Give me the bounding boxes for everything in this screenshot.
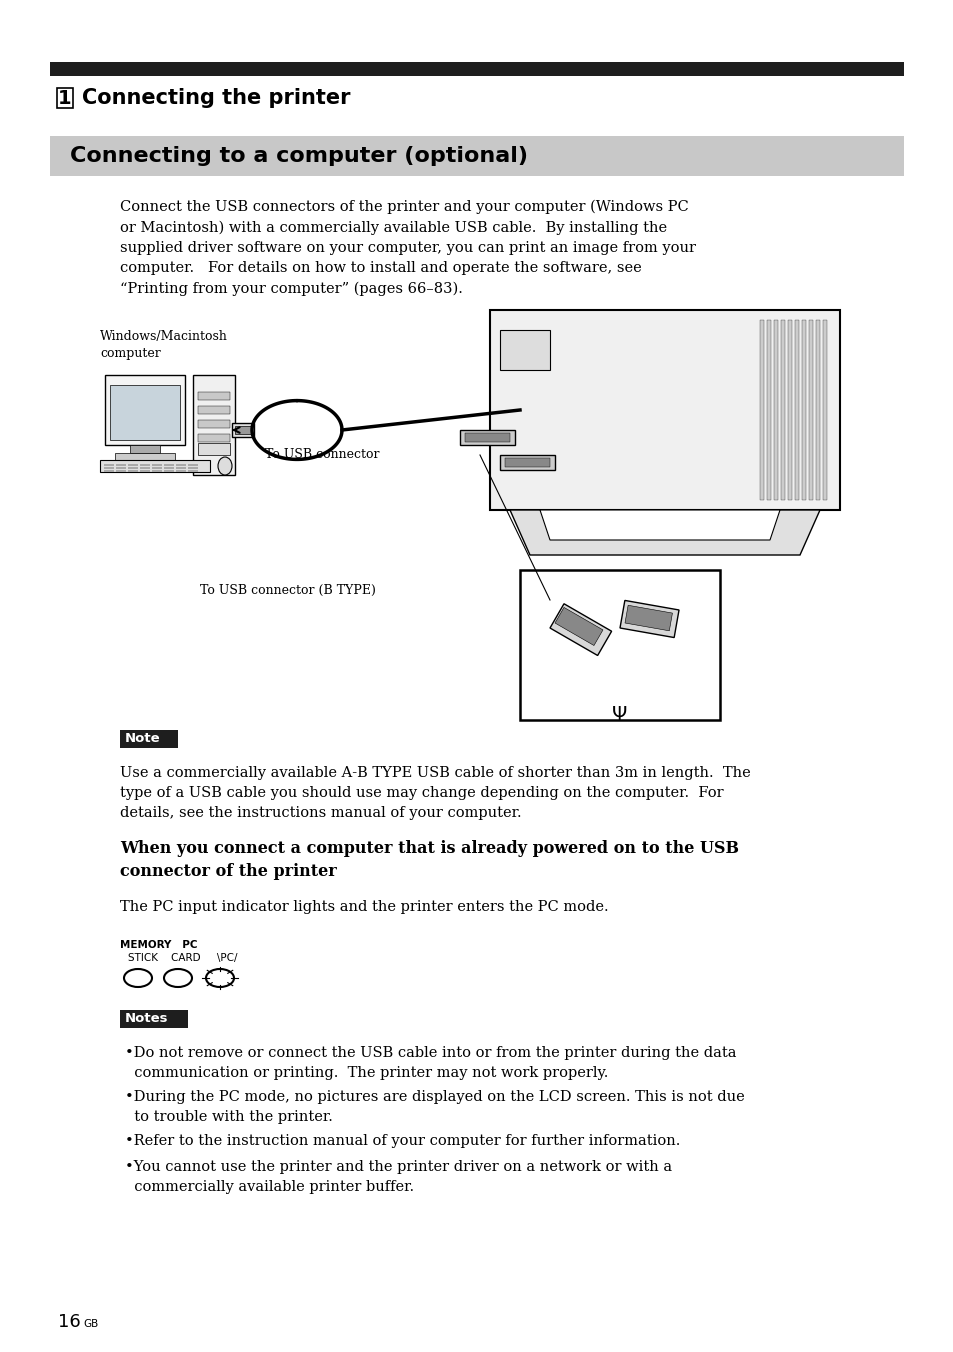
Bar [110,385,180,439]
Text: Connect the USB connectors of the printer and your computer (Windows PC
or Macin: Connect the USB connectors of the printe… [120,200,696,296]
Bar [794,320,799,500]
Text: To USB connector: To USB connector [265,449,379,461]
Text: 16: 16 [58,1313,81,1330]
Bar [105,375,185,445]
Text: To USB connector (B TYPE): To USB connector (B TYPE) [200,584,375,596]
Bar [152,466,162,469]
Bar [140,470,150,472]
Bar [152,464,162,466]
Ellipse shape [206,969,233,987]
Text: Connecting the printer: Connecting the printer [82,88,350,108]
Ellipse shape [218,457,232,475]
Bar [232,423,253,437]
Bar [50,137,903,176]
Bar [128,470,138,472]
Bar [193,375,234,475]
Bar [490,310,840,510]
Bar [781,320,784,500]
Bar [140,464,150,466]
Bar [57,88,73,108]
Bar [499,456,555,470]
Bar [198,443,230,456]
Text: Windows/Macintosh
computer: Windows/Macintosh computer [100,330,228,360]
Text: STICK    CARD     \PC/: STICK CARD \PC/ [128,953,237,963]
Bar [464,433,510,442]
Bar [198,434,230,442]
Text: •Refer to the instruction manual of your computer for further information.: •Refer to the instruction manual of your… [125,1134,679,1148]
Bar [519,571,720,721]
Bar [164,470,173,472]
Text: •During the PC mode, no pictures are displayed on the LCD screen. This is not du: •During the PC mode, no pictures are dis… [125,1090,744,1124]
Text: Use a commercially available A-B TYPE USB cable of shorter than 3m in length.  T: Use a commercially available A-B TYPE US… [120,767,750,821]
Text: The PC input indicator lights and the printer enters the PC mode.: The PC input indicator lights and the pr… [120,900,608,914]
Bar [128,466,138,469]
Bar [140,466,150,469]
Bar [100,460,210,472]
Polygon shape [510,510,820,556]
Bar [760,320,763,500]
Bar [808,320,812,500]
Bar [234,426,251,434]
Bar [104,464,113,466]
Bar [128,464,138,466]
Bar [198,420,230,429]
Text: 1: 1 [58,88,71,108]
Bar [116,464,126,466]
Bar [130,445,160,453]
Bar [773,320,778,500]
Bar [815,320,820,500]
Text: Note: Note [125,733,160,745]
Ellipse shape [124,969,152,987]
Bar [120,730,178,748]
Bar [766,320,770,500]
Bar [787,320,791,500]
Bar [619,600,679,638]
Bar [175,464,186,466]
Text: •You cannot use the printer and the printer driver on a network or with a
  comm: •You cannot use the printer and the prin… [125,1160,672,1194]
Bar [104,466,113,469]
Bar [555,607,602,645]
Bar [116,470,126,472]
Bar [459,430,515,445]
Bar [115,453,174,460]
Bar [116,466,126,469]
Bar [164,464,173,466]
Bar [504,458,550,466]
Bar [550,604,611,656]
Bar [175,470,186,472]
Text: When you connect a computer that is already powered on to the USB
connector of t: When you connect a computer that is alre… [120,840,739,880]
Bar [188,470,198,472]
Ellipse shape [164,969,192,987]
Text: Notes: Notes [125,1013,169,1026]
Bar [198,392,230,400]
Bar [188,466,198,469]
Bar [499,330,550,370]
Bar [120,1010,188,1028]
Bar [624,606,672,631]
Polygon shape [539,510,780,539]
Text: Ψ: Ψ [612,704,627,725]
Bar [822,320,826,500]
Bar [50,62,903,76]
Bar [175,466,186,469]
Bar [198,406,230,414]
Text: MEMORY   PC: MEMORY PC [120,940,197,950]
Bar [164,466,173,469]
Bar [104,470,113,472]
Bar [152,470,162,472]
Text: Connecting to a computer (optional): Connecting to a computer (optional) [70,146,527,166]
Text: GB: GB [83,1320,98,1329]
Bar [188,464,198,466]
Text: •Do not remove or connect the USB cable into or from the printer during the data: •Do not remove or connect the USB cable … [125,1046,736,1080]
Bar [801,320,805,500]
